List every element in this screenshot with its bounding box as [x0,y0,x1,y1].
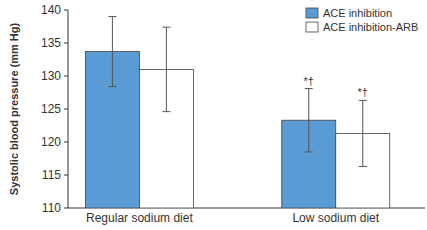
y-tick [64,10,68,11]
y-tick [64,43,68,44]
error-bar [305,89,313,152]
y-tick [64,208,68,209]
error-stem [362,100,363,166]
error-stem [112,17,113,87]
error-cap [359,100,367,101]
y-tick-label: 125 [41,102,61,116]
y-tick-label: 115 [42,168,61,182]
y-tick-label: 135 [41,36,61,50]
y-tick-label: 120 [41,135,61,149]
error-cap [359,166,367,167]
error-cap [162,111,170,112]
significance-label: *† [358,86,368,98]
y-tick [64,175,68,176]
error-bar [359,100,367,166]
legend-swatch [306,8,318,18]
y-tick-label: 130 [41,69,61,83]
legend-label: ACE inhibition-ARB [323,21,418,33]
y-tick-label: 110 [42,201,61,215]
error-cap [162,27,170,28]
error-stem [166,27,167,111]
error-bar [162,27,170,111]
annotations: *† *† [304,75,368,99]
error-cap [305,88,313,89]
x-tick-label: Regular sodium diet [86,211,193,225]
legend: ACE inhibition ACE inhibition-ARB [306,7,418,33]
y-tick [64,76,68,77]
error-cap [305,151,313,152]
y-tick [64,109,68,110]
error-bar [108,17,116,87]
error-stem [308,89,309,152]
legend-label: ACE inhibition [323,7,392,19]
y-tick-label: 140 [41,3,61,17]
y-axis: 110 115 120 125 130 135 140 [41,3,425,215]
significance-label: *† [304,75,314,87]
chart-container: 110 115 120 125 130 135 140 Systolic blood pres… [0,0,427,230]
chart-svg: 110 115 120 125 130 135 140 Systolic blood pres… [0,0,427,230]
error-cap [108,16,116,17]
error-cap [108,86,116,87]
y-tick [64,142,68,143]
x-tick-label: Low sodium diet [292,211,379,225]
bars [85,17,389,208]
y-axis-title: Systolic blood pressure (mm Hg) [8,22,20,195]
legend-swatch [306,22,318,32]
